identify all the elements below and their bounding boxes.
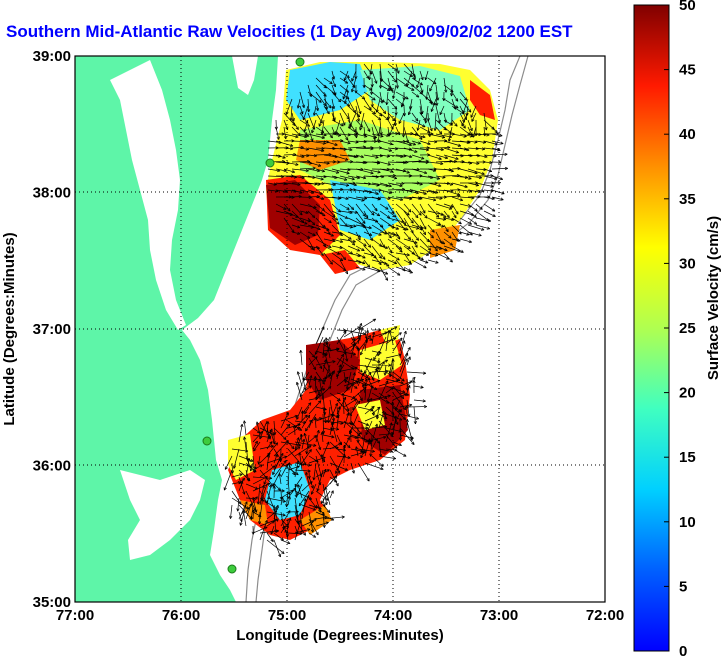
plot-frame xyxy=(74,55,606,603)
colorbar-tick-label: 25 xyxy=(679,320,696,337)
y-tick-label: 37:00 xyxy=(33,321,71,338)
colorbar-tick-label: 0 xyxy=(679,643,687,659)
x-axis-label: Longitude (Degrees:Minutes) xyxy=(236,627,444,644)
colorbar-tick-label: 30 xyxy=(679,255,696,272)
delaware-bay xyxy=(232,56,258,95)
x-tick-label: 73:00 xyxy=(480,607,518,624)
x-tick-label: 75:00 xyxy=(268,607,306,624)
colorbar-tick-label: 15 xyxy=(679,449,696,466)
colorbar xyxy=(633,4,670,652)
colorbar-tick-label: 10 xyxy=(679,514,696,531)
station-marker xyxy=(265,158,275,168)
x-axis: 77:00 76:00 75:00 74:00 73:00 72:00 xyxy=(56,607,624,624)
x-tick-label: 72:00 xyxy=(586,607,624,624)
pamlico-sound xyxy=(120,470,205,560)
y-tick-label: 36:00 xyxy=(33,458,71,475)
colorbar-tick-label: 40 xyxy=(679,126,696,143)
colorbar-label: Surface Velocity (cm/s) xyxy=(705,216,722,380)
x-tick-label: 76:00 xyxy=(162,607,200,624)
y-tick-label: 38:00 xyxy=(33,185,71,202)
y-axis-label: Latitude (Degrees:Minutes) xyxy=(1,232,18,425)
station-marker xyxy=(227,564,237,574)
y-axis: 39:00 38:00 37:00 36:00 35:00 xyxy=(33,48,71,611)
chart-title: Southern Mid-Atlantic Raw Velocities (1 … xyxy=(6,22,573,41)
colorbar-tick-label: 5 xyxy=(679,578,687,595)
colorbar-tick-label: 45 xyxy=(679,62,696,79)
station-marker xyxy=(295,57,305,67)
grid xyxy=(75,56,605,602)
x-tick-label: 74:00 xyxy=(374,607,412,624)
station-marker xyxy=(202,436,212,446)
colorbar-tick-label: 35 xyxy=(679,191,696,208)
radar-stations xyxy=(202,57,305,574)
velocity-vectors xyxy=(223,63,508,558)
y-tick-label: 39:00 xyxy=(33,48,71,65)
x-tick-label: 77:00 xyxy=(56,607,94,624)
colorbar-tick-label: 50 xyxy=(679,0,696,14)
colorbar-ticks: 0 5 10 15 20 25 30 35 40 45 50 xyxy=(664,0,696,659)
colorbar-tick-label: 20 xyxy=(679,385,696,402)
chesapeake-bay xyxy=(110,60,186,330)
y-tick-label: 35:00 xyxy=(33,594,71,611)
